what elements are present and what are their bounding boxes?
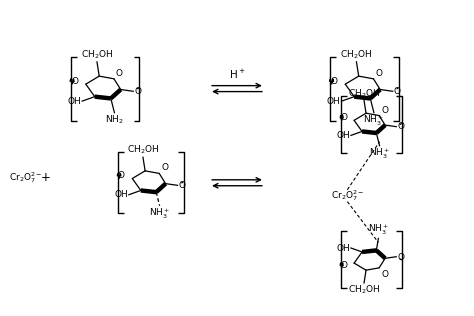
- Text: OH: OH: [67, 97, 81, 106]
- Text: H$^+$: H$^+$: [228, 68, 246, 81]
- Text: NH$_2$: NH$_2$: [105, 114, 124, 126]
- Text: CH$_2$OH: CH$_2$OH: [348, 284, 380, 296]
- Text: O: O: [116, 69, 123, 78]
- Text: CH$_2$OH: CH$_2$OH: [81, 48, 113, 61]
- Text: O: O: [118, 172, 125, 180]
- Text: O: O: [375, 69, 383, 78]
- Text: CH$_2$OH: CH$_2$OH: [127, 144, 159, 156]
- Text: O: O: [340, 261, 347, 270]
- Text: O: O: [397, 122, 404, 131]
- Text: O: O: [71, 77, 78, 86]
- Text: O: O: [397, 253, 404, 262]
- Text: O: O: [394, 87, 401, 96]
- Text: O: O: [381, 270, 388, 279]
- Text: CH$_2$OH: CH$_2$OH: [340, 48, 373, 61]
- Text: NH$_3^+$: NH$_3^+$: [368, 223, 389, 238]
- Text: OH: OH: [327, 97, 341, 106]
- Text: O: O: [381, 106, 388, 115]
- Text: CH$_2$OH: CH$_2$OH: [348, 87, 380, 100]
- Text: NH$_3^+$: NH$_3^+$: [364, 114, 384, 128]
- Text: O: O: [134, 87, 141, 96]
- Text: O: O: [330, 77, 337, 86]
- Text: OH: OH: [336, 244, 350, 252]
- Text: OH: OH: [114, 190, 128, 199]
- Text: NH$_3^+$: NH$_3^+$: [369, 147, 390, 161]
- Text: NH$_3^+$: NH$_3^+$: [149, 207, 170, 221]
- Text: O: O: [161, 163, 168, 173]
- Text: Cr$_2$O$_7^{2-}$: Cr$_2$O$_7^{2-}$: [9, 170, 43, 185]
- Text: Cr$_2$O$_7^{2-}$: Cr$_2$O$_7^{2-}$: [331, 188, 364, 203]
- Text: +: +: [41, 171, 51, 184]
- Text: O: O: [179, 181, 186, 190]
- Text: O: O: [340, 113, 347, 123]
- Text: OH: OH: [336, 131, 350, 140]
